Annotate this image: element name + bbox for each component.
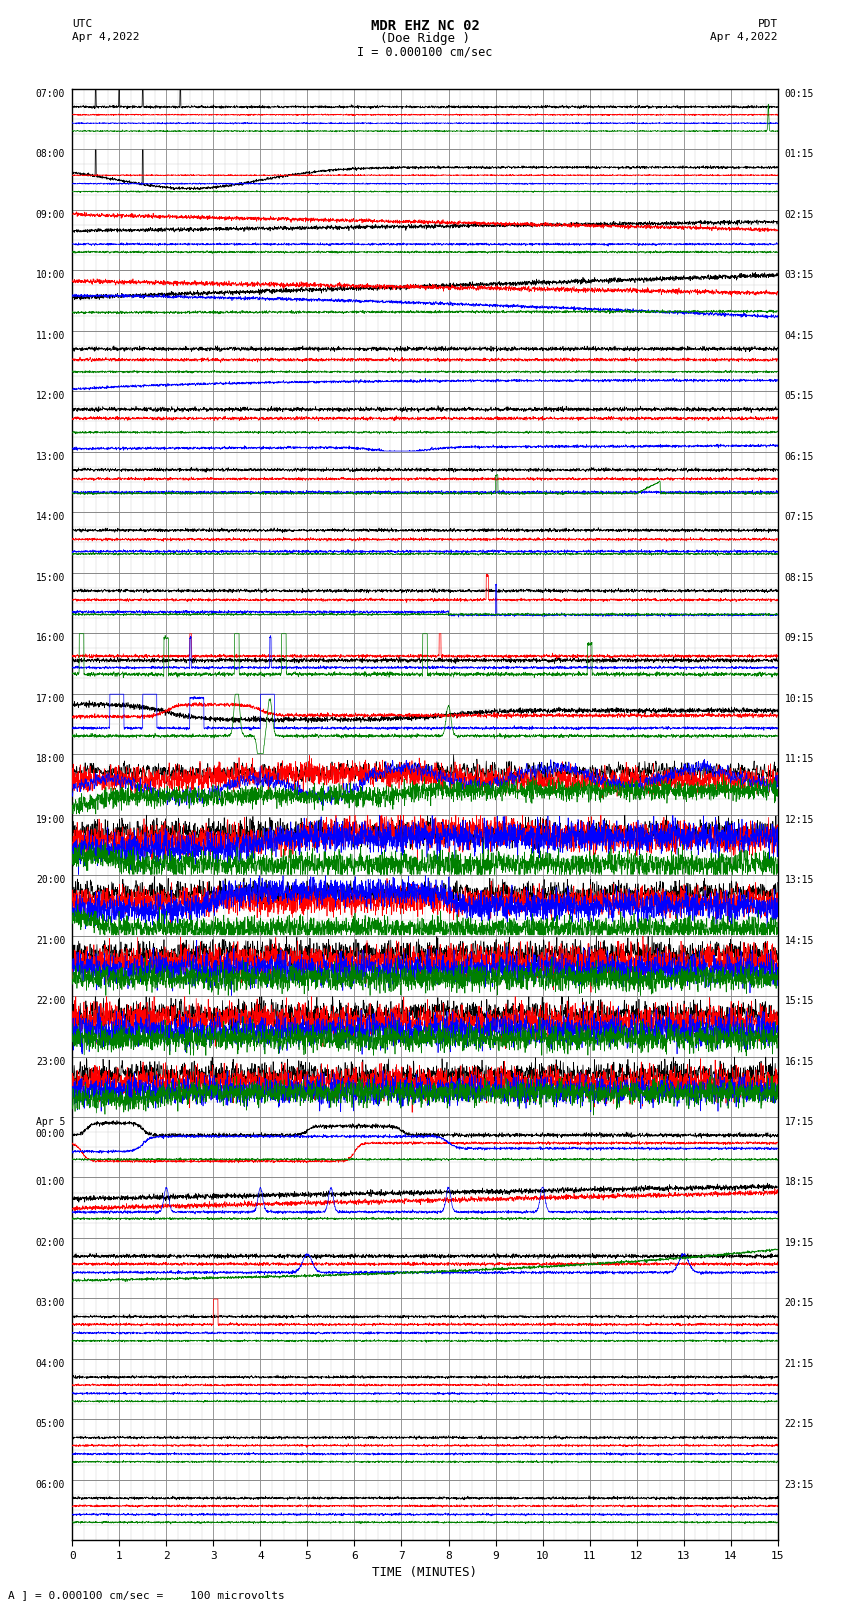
Text: 09:00: 09:00	[36, 210, 65, 219]
Text: 04:15: 04:15	[785, 331, 814, 340]
Text: 13:00: 13:00	[36, 452, 65, 461]
Text: 22:00: 22:00	[36, 997, 65, 1007]
Text: 06:00: 06:00	[36, 1481, 65, 1490]
Text: 17:15: 17:15	[785, 1118, 814, 1127]
Text: 06:15: 06:15	[785, 452, 814, 461]
Text: 18:00: 18:00	[36, 755, 65, 765]
Text: 08:00: 08:00	[36, 150, 65, 160]
Text: 12:15: 12:15	[785, 815, 814, 824]
Text: 02:15: 02:15	[785, 210, 814, 219]
Text: 03:00: 03:00	[36, 1298, 65, 1308]
Text: 16:00: 16:00	[36, 634, 65, 644]
Text: 15:00: 15:00	[36, 573, 65, 582]
Text: (Doe Ridge ): (Doe Ridge )	[380, 32, 470, 45]
Text: 19:00: 19:00	[36, 815, 65, 824]
Text: 04:00: 04:00	[36, 1358, 65, 1369]
Text: Apr 4,2022: Apr 4,2022	[72, 32, 139, 42]
Text: 10:00: 10:00	[36, 271, 65, 281]
Text: 08:15: 08:15	[785, 573, 814, 582]
Text: 14:15: 14:15	[785, 936, 814, 945]
Text: 05:00: 05:00	[36, 1419, 65, 1429]
Text: 23:15: 23:15	[785, 1481, 814, 1490]
Text: 15:15: 15:15	[785, 997, 814, 1007]
Text: 12:00: 12:00	[36, 392, 65, 402]
Text: 01:00: 01:00	[36, 1177, 65, 1187]
Text: 16:15: 16:15	[785, 1057, 814, 1066]
X-axis label: TIME (MINUTES): TIME (MINUTES)	[372, 1566, 478, 1579]
Text: MDR EHZ NC 02: MDR EHZ NC 02	[371, 19, 479, 34]
Text: 09:15: 09:15	[785, 634, 814, 644]
Text: 19:15: 19:15	[785, 1239, 814, 1248]
Text: 21:15: 21:15	[785, 1358, 814, 1369]
Text: Apr 5
00:00: Apr 5 00:00	[36, 1118, 65, 1139]
Text: PDT: PDT	[757, 19, 778, 29]
Text: 07:00: 07:00	[36, 89, 65, 98]
Text: 20:15: 20:15	[785, 1298, 814, 1308]
Text: UTC: UTC	[72, 19, 93, 29]
Text: 11:15: 11:15	[785, 755, 814, 765]
Text: 01:15: 01:15	[785, 150, 814, 160]
Text: 18:15: 18:15	[785, 1177, 814, 1187]
Text: 17:00: 17:00	[36, 694, 65, 703]
Text: 07:15: 07:15	[785, 513, 814, 523]
Text: Apr 4,2022: Apr 4,2022	[711, 32, 778, 42]
Text: 11:00: 11:00	[36, 331, 65, 340]
Text: 14:00: 14:00	[36, 513, 65, 523]
Text: I = 0.000100 cm/sec: I = 0.000100 cm/sec	[357, 45, 493, 58]
Text: 20:00: 20:00	[36, 876, 65, 886]
Text: 05:15: 05:15	[785, 392, 814, 402]
Text: 23:00: 23:00	[36, 1057, 65, 1066]
Text: 22:15: 22:15	[785, 1419, 814, 1429]
Text: 00:15: 00:15	[785, 89, 814, 98]
Text: 02:00: 02:00	[36, 1239, 65, 1248]
Text: 03:15: 03:15	[785, 271, 814, 281]
Text: 13:15: 13:15	[785, 876, 814, 886]
Text: A ] = 0.000100 cm/sec =    100 microvolts: A ] = 0.000100 cm/sec = 100 microvolts	[8, 1590, 286, 1600]
Text: 10:15: 10:15	[785, 694, 814, 703]
Text: 21:00: 21:00	[36, 936, 65, 945]
